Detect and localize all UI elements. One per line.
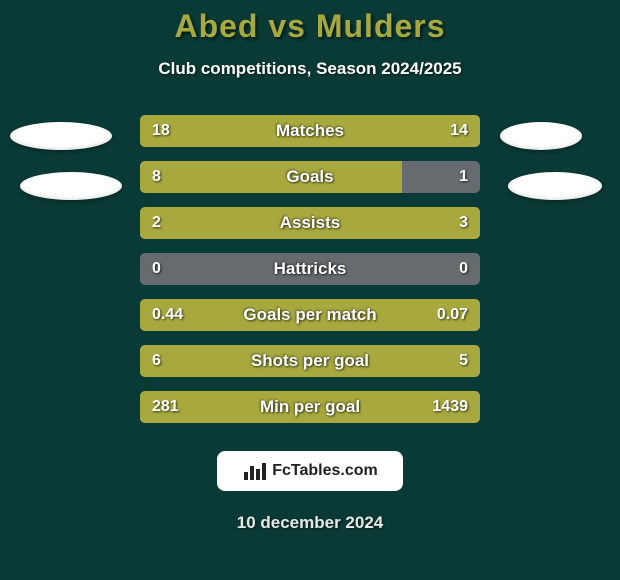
title-player-right: Mulders bbox=[316, 8, 446, 44]
stat-row: Matches1814 bbox=[0, 115, 620, 147]
bar-track bbox=[140, 299, 480, 331]
fctables-logo: FcTables.com bbox=[217, 451, 403, 491]
bar-fill-right bbox=[276, 207, 480, 239]
stat-rows: Matches1814 Goals81 Assists23 Hattricks00 Go… bbox=[0, 115, 620, 423]
footer-date: 10 december 2024 bbox=[0, 513, 620, 533]
stat-row: Goals per match0.440.07 bbox=[0, 299, 620, 331]
stat-row: Shots per goal65 bbox=[0, 345, 620, 377]
bar-track bbox=[140, 207, 480, 239]
subtitle: Club competitions, Season 2024/2025 bbox=[0, 59, 620, 79]
bar-fill-left bbox=[140, 115, 331, 147]
bar-track bbox=[140, 161, 480, 193]
stat-row: Assists23 bbox=[0, 207, 620, 239]
bar-fill-left bbox=[140, 391, 195, 423]
bar-fill-right bbox=[433, 299, 480, 331]
bar-fill-right bbox=[331, 115, 480, 147]
stat-row: Goals81 bbox=[0, 161, 620, 193]
bar-track bbox=[140, 115, 480, 147]
title-player-left: Abed bbox=[174, 8, 258, 44]
title-vs: vs bbox=[268, 8, 306, 44]
chart-bars-icon bbox=[242, 460, 268, 482]
bar-fill-left bbox=[140, 345, 325, 377]
bar-fill-left bbox=[140, 161, 402, 193]
bar-fill-right bbox=[325, 345, 480, 377]
logo-text: FcTables.com bbox=[272, 462, 378, 480]
bar-fill-right bbox=[195, 391, 480, 423]
page-title: Abed vs Mulders bbox=[0, 8, 620, 45]
stat-row: Min per goal2811439 bbox=[0, 391, 620, 423]
bar-fill-left bbox=[140, 299, 433, 331]
bar-fill-left bbox=[140, 207, 276, 239]
bar-track bbox=[140, 391, 480, 423]
bar-track bbox=[140, 345, 480, 377]
comparison-infographic: Abed vs Mulders Club competitions, Seaso… bbox=[0, 0, 620, 580]
bar-track bbox=[140, 253, 480, 285]
stat-row: Hattricks00 bbox=[0, 253, 620, 285]
